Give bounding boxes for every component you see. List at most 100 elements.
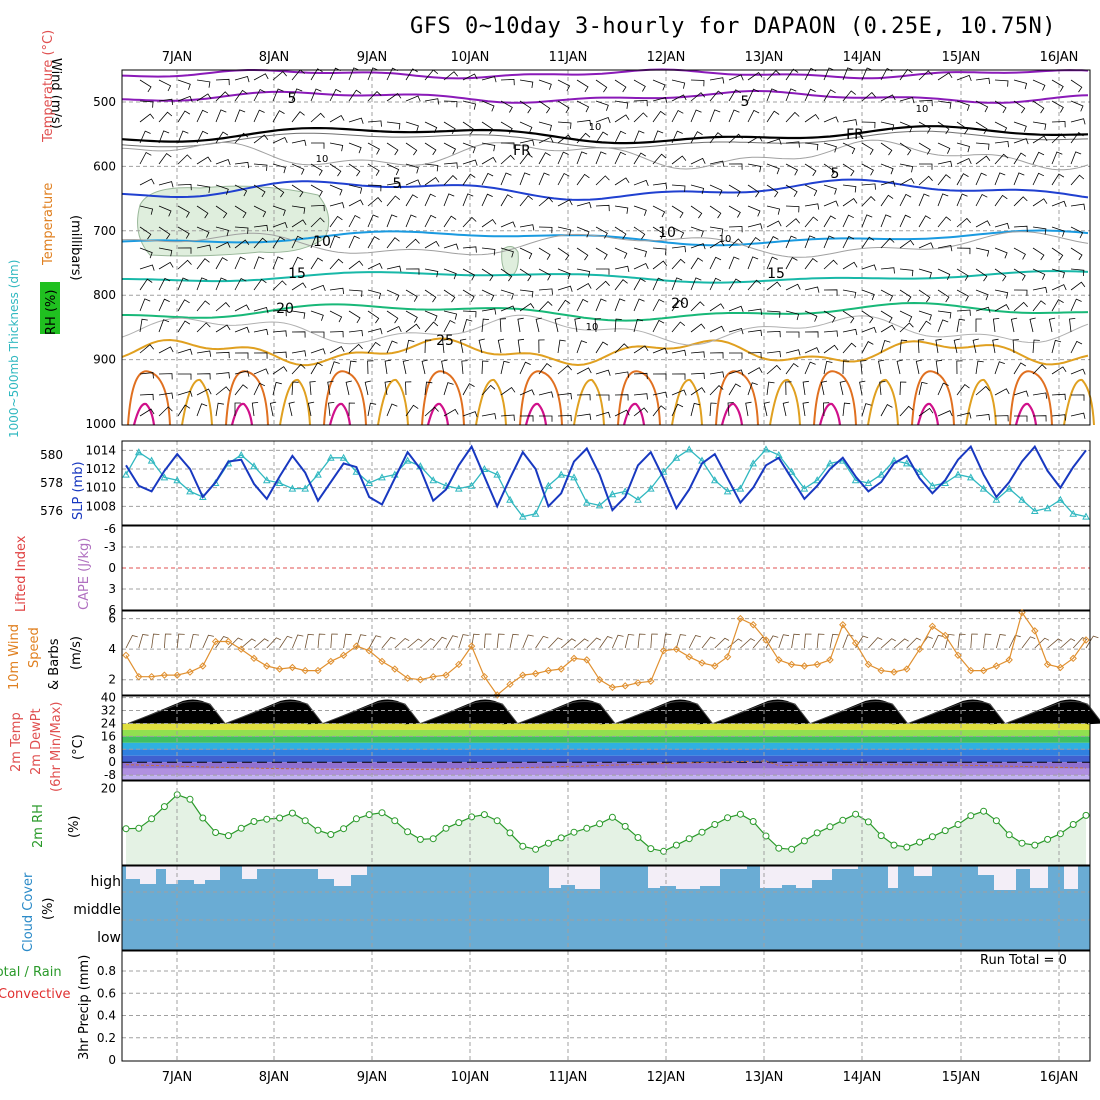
wind-barb: [443, 100, 458, 108]
cloud-level-label: high: [90, 874, 121, 890]
wind-barb: [215, 402, 224, 417]
wind-barb: [443, 289, 456, 303]
contour-label: 20: [276, 301, 294, 317]
wind10m-point: [647, 677, 655, 685]
wind-barb: [519, 247, 533, 260]
thickness-point: [557, 470, 566, 478]
wind-barb: [728, 305, 744, 312]
wind10m-barb: [266, 637, 281, 649]
wind-barb: [1051, 393, 1066, 401]
wind-barb: [538, 268, 551, 281]
wind-barb: [842, 289, 857, 299]
wind-barb: [1070, 281, 1086, 291]
wind-barb: [994, 172, 1006, 186]
temp-color-band: [122, 755, 1090, 763]
wind-barb: [1032, 268, 1046, 280]
wind-barb: [956, 318, 966, 333]
wind-barb: [234, 89, 248, 102]
wind-barb: [1013, 247, 1026, 260]
rh2m-point: [685, 835, 693, 843]
rh2m-point: [480, 811, 488, 819]
wind-barb: [766, 184, 779, 198]
wind-barb: [538, 152, 551, 165]
thickness-point: [147, 456, 156, 464]
wind-barb: [1013, 289, 1028, 296]
rh2m-point: [813, 829, 821, 837]
wind-barb: [633, 130, 645, 144]
wind-barb: [671, 79, 686, 89]
wind-barb: [158, 346, 174, 354]
wind-barb: [785, 68, 799, 81]
wind-barb: [461, 360, 468, 375]
date-label-top: 8JAN: [259, 50, 290, 65]
wind-barb: [462, 216, 477, 228]
wind-barb: [234, 304, 250, 312]
precip-tick: 0.8: [97, 964, 116, 978]
wind-barb: [557, 79, 571, 92]
wind-barb: [709, 385, 724, 396]
date-axis-bottom: 7JAN 8JAN 9JAN 10JAN 11JAN 12JAN 13JAN 14JAN 15J…: [162, 1070, 1079, 1085]
thickness-point: [877, 470, 886, 478]
wind-barb: [405, 121, 419, 132]
wind-barb: [671, 403, 684, 417]
precip-convective-label: Convective: [0, 987, 71, 1002]
wind-barb: [519, 195, 533, 207]
wind-barb: [481, 172, 494, 186]
temp-curve: [225, 701, 323, 724]
wind-barb: [481, 142, 496, 152]
wind-barb: [728, 133, 743, 144]
wind-barb: [652, 260, 668, 270]
wind-barb: [729, 352, 743, 359]
wind-barb: [196, 388, 212, 396]
wind-barb: [443, 142, 457, 155]
thickness-point: [173, 476, 182, 484]
contour-orange-25: [121, 337, 1089, 367]
wind-barb: [956, 289, 969, 302]
wind-barb: [709, 132, 723, 144]
wind-barb: [500, 121, 513, 134]
wind-barb: [348, 260, 364, 270]
contour-darkorange-loop: [519, 370, 563, 426]
rh2m-point: [224, 832, 232, 840]
wind-barb: [519, 100, 532, 114]
wind-barb: [633, 179, 649, 187]
wind-barb: [158, 226, 171, 240]
thickness-point: [736, 484, 745, 492]
rh2m-point: [967, 812, 975, 820]
wind-barb: [139, 393, 154, 401]
wind-barb: [994, 268, 1007, 282]
wind-barb: [576, 226, 590, 238]
lifted-index-tick: 6: [108, 603, 116, 617]
wind-barb: [462, 173, 476, 186]
wind-barb: [421, 359, 428, 375]
wind-barb: [785, 257, 798, 270]
wind-barb: [519, 268, 532, 282]
wind-barb: [975, 121, 988, 135]
wind-barb: [557, 299, 571, 312]
contour-darkorange-loop: [323, 370, 367, 426]
wind-barb: [652, 347, 668, 354]
wind10m-barb: [970, 633, 978, 649]
wind10m-barb: [215, 636, 229, 649]
slp-tick-label: 1012: [85, 462, 116, 476]
wind-barb: [820, 380, 828, 396]
wind-barb: [671, 299, 685, 312]
wind-barb: [158, 152, 172, 165]
wind-barb: [329, 310, 343, 323]
wind-barb: [633, 152, 647, 165]
wind-barb: [405, 179, 421, 186]
wind-barb: [177, 390, 193, 397]
wind10m-point: [467, 642, 476, 650]
wind-barb: [329, 142, 344, 152]
wind-barb: [614, 205, 629, 214]
wind-barb: [880, 163, 894, 175]
wind-barb: [899, 322, 914, 333]
contour-darkorange-loop: [813, 370, 857, 426]
wind-barb: [519, 289, 534, 298]
wind-barb: [386, 121, 401, 130]
wind-barb: [595, 341, 609, 354]
wind-barb: [919, 163, 933, 170]
wind10m-point: [787, 660, 796, 669]
wind-barb: [1032, 300, 1046, 312]
thickness-point: [1056, 495, 1065, 503]
